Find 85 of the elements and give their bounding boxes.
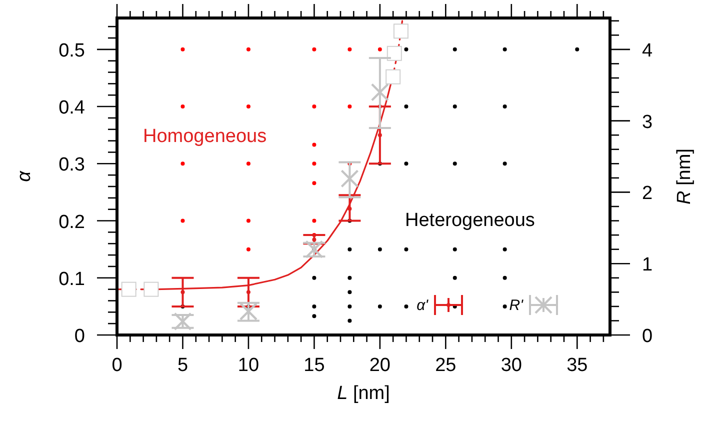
point	[348, 276, 352, 280]
point	[502, 304, 507, 308]
point	[340, 170, 359, 188]
y2-tick-label: 4	[642, 40, 653, 62]
x-tick-label: 5	[177, 355, 188, 376]
point	[378, 304, 382, 308]
point	[246, 47, 250, 52]
point	[502, 276, 507, 280]
point	[312, 181, 316, 186]
annotation: Heterogeneous	[405, 210, 535, 231]
point	[144, 282, 159, 297]
point	[378, 47, 382, 52]
x-tick-label: 30	[500, 355, 522, 376]
y-tick-label: 0.5	[58, 40, 85, 62]
x-tick-label: 35	[566, 355, 588, 376]
point	[348, 304, 352, 308]
point	[386, 69, 401, 84]
x-tick-label: 0	[112, 355, 122, 376]
point	[180, 218, 185, 223]
point	[348, 47, 352, 52]
x-axis-title: L [nm]	[337, 383, 390, 404]
point	[312, 142, 316, 147]
point	[246, 104, 250, 109]
point	[502, 47, 507, 52]
point	[312, 47, 316, 52]
y2-tick-label: 2	[642, 183, 653, 204]
point	[348, 247, 352, 252]
y-tick-label: 0.1	[58, 268, 85, 290]
point	[348, 206, 352, 211]
y-tick-label: 0.4	[58, 98, 86, 119]
point	[246, 218, 250, 223]
y-axis-title: α	[14, 170, 35, 182]
point	[393, 24, 408, 39]
point	[305, 240, 324, 258]
point	[312, 162, 316, 166]
point	[121, 282, 136, 297]
y2-tick-label: 3	[642, 112, 653, 133]
point	[180, 162, 185, 166]
x-tick-label: 10	[238, 355, 260, 376]
point	[312, 314, 316, 318]
point	[378, 247, 382, 252]
point	[404, 104, 408, 109]
point	[452, 47, 457, 52]
point	[575, 47, 580, 52]
point	[180, 47, 185, 52]
point	[312, 304, 316, 308]
x-tick-label: 15	[304, 355, 325, 376]
point	[180, 104, 185, 109]
point	[370, 83, 390, 102]
legend-label: α'	[416, 297, 430, 314]
point	[246, 290, 250, 294]
point	[452, 104, 457, 109]
point	[502, 162, 507, 166]
y-tick-label: 0.3	[58, 154, 85, 176]
point	[246, 162, 250, 166]
legend-label: R'	[509, 297, 524, 314]
y2-tick-label: 1	[642, 254, 653, 276]
annotation: Homogeneous	[143, 126, 267, 147]
point	[404, 162, 408, 166]
point	[348, 104, 352, 109]
point	[404, 304, 408, 308]
point	[452, 276, 457, 280]
y2-axis-title: R [nm]	[674, 148, 695, 204]
point	[174, 312, 192, 331]
y-tick-label: 0	[74, 326, 85, 347]
point	[312, 218, 316, 223]
point	[404, 247, 408, 252]
point	[348, 290, 352, 294]
point	[180, 290, 185, 294]
point	[452, 247, 457, 252]
x-tick-label: 20	[369, 355, 391, 376]
point	[502, 104, 507, 109]
point	[312, 238, 316, 242]
point	[386, 46, 402, 61]
point	[404, 47, 408, 52]
point	[452, 162, 457, 166]
point	[312, 104, 316, 109]
y-tick-label: 0.2	[58, 212, 85, 233]
point	[348, 318, 352, 323]
point	[312, 276, 316, 280]
point	[378, 133, 382, 138]
point	[246, 247, 250, 252]
point	[502, 247, 507, 252]
x-tick-label: 25	[435, 355, 456, 376]
y2-tick-label: 0	[642, 326, 653, 347]
